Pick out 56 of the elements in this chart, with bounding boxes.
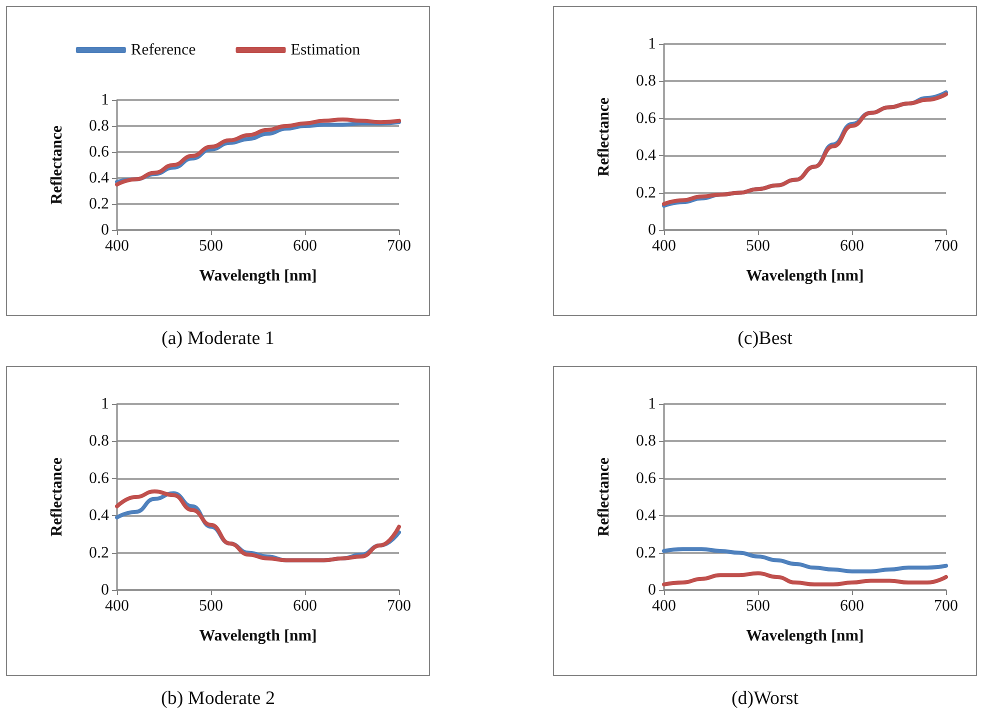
x-tick-label: 500 <box>746 598 770 614</box>
x-tick-label: 400 <box>652 238 676 254</box>
y-tick-label: 0.6 <box>636 470 656 487</box>
y-tick-label: 0.6 <box>89 144 109 160</box>
text: (d)Worst <box>730 688 800 710</box>
x-tick-label: 500 <box>199 598 223 614</box>
y-tick-label: 0 <box>101 222 109 238</box>
text: (c)Best <box>736 328 794 350</box>
y-tick-label: 0.2 <box>89 544 109 562</box>
x-tick-label: 600 <box>840 238 864 254</box>
x-tick-label: 700 <box>387 238 411 254</box>
y-tick-label: 0.4 <box>636 507 656 524</box>
line-series <box>662 547 948 574</box>
y-tick-label: 0 <box>648 222 656 238</box>
y-tick-label: 0.6 <box>636 110 656 127</box>
x-tick-label: 700 <box>934 238 958 254</box>
x-axis-title: Wavelength [nm] <box>746 628 864 644</box>
x-tick-label: 600 <box>293 238 317 254</box>
y-tick-label: 0 <box>101 582 109 598</box>
x-axis-title: Wavelength [nm] <box>199 268 317 284</box>
y-tick-label: 0.4 <box>636 147 656 164</box>
y-axis-title: Reflectance <box>48 457 66 537</box>
x-tick-label: 400 <box>105 598 129 614</box>
legend-label: Estimation <box>290 42 360 58</box>
x-tick-label: 400 <box>105 238 129 254</box>
x-tick-label: 500 <box>199 238 223 254</box>
x-axis-title: Wavelength [nm] <box>746 268 864 284</box>
x-axis-title: Wavelength [nm] <box>199 628 317 644</box>
y-tick-label: 0.4 <box>89 507 109 524</box>
y-tick-label: 1 <box>101 396 109 412</box>
y-tick-label: 0.8 <box>636 72 656 90</box>
x-tick-label: 700 <box>387 598 411 614</box>
y-tick-label: 0.2 <box>89 196 109 212</box>
y-tick-label: 0.4 <box>89 170 109 186</box>
text: (a) Moderate 1 <box>160 328 276 350</box>
x-tick-label: 600 <box>840 598 864 614</box>
y-tick-label: 1 <box>648 396 656 412</box>
x-tick-label: 500 <box>746 238 770 254</box>
legend-label: Reference <box>130 42 196 58</box>
text: (b) Moderate 2 <box>160 688 276 710</box>
y-tick-label: 0.2 <box>636 184 656 202</box>
x-tick-label: 700 <box>934 598 958 614</box>
y-axis-title: Reflectance <box>596 97 612 177</box>
y-axis-title: Reflectance <box>596 457 612 537</box>
x-tick-label: 400 <box>652 598 676 614</box>
y-tick-label: 1 <box>101 92 109 108</box>
y-tick-label: 0.8 <box>636 432 656 450</box>
y-tick-label: 0.2 <box>636 544 656 562</box>
y-tick-label: 0.8 <box>89 118 109 134</box>
y-axis-title: Reflectance <box>48 125 66 205</box>
y-tick-label: 0 <box>648 582 656 598</box>
y-tick-label: 0.8 <box>89 432 109 450</box>
x-tick-label: 600 <box>293 598 317 614</box>
y-tick-label: 1 <box>648 36 656 52</box>
y-tick-label: 0.6 <box>89 470 109 487</box>
line-series <box>662 571 948 586</box>
